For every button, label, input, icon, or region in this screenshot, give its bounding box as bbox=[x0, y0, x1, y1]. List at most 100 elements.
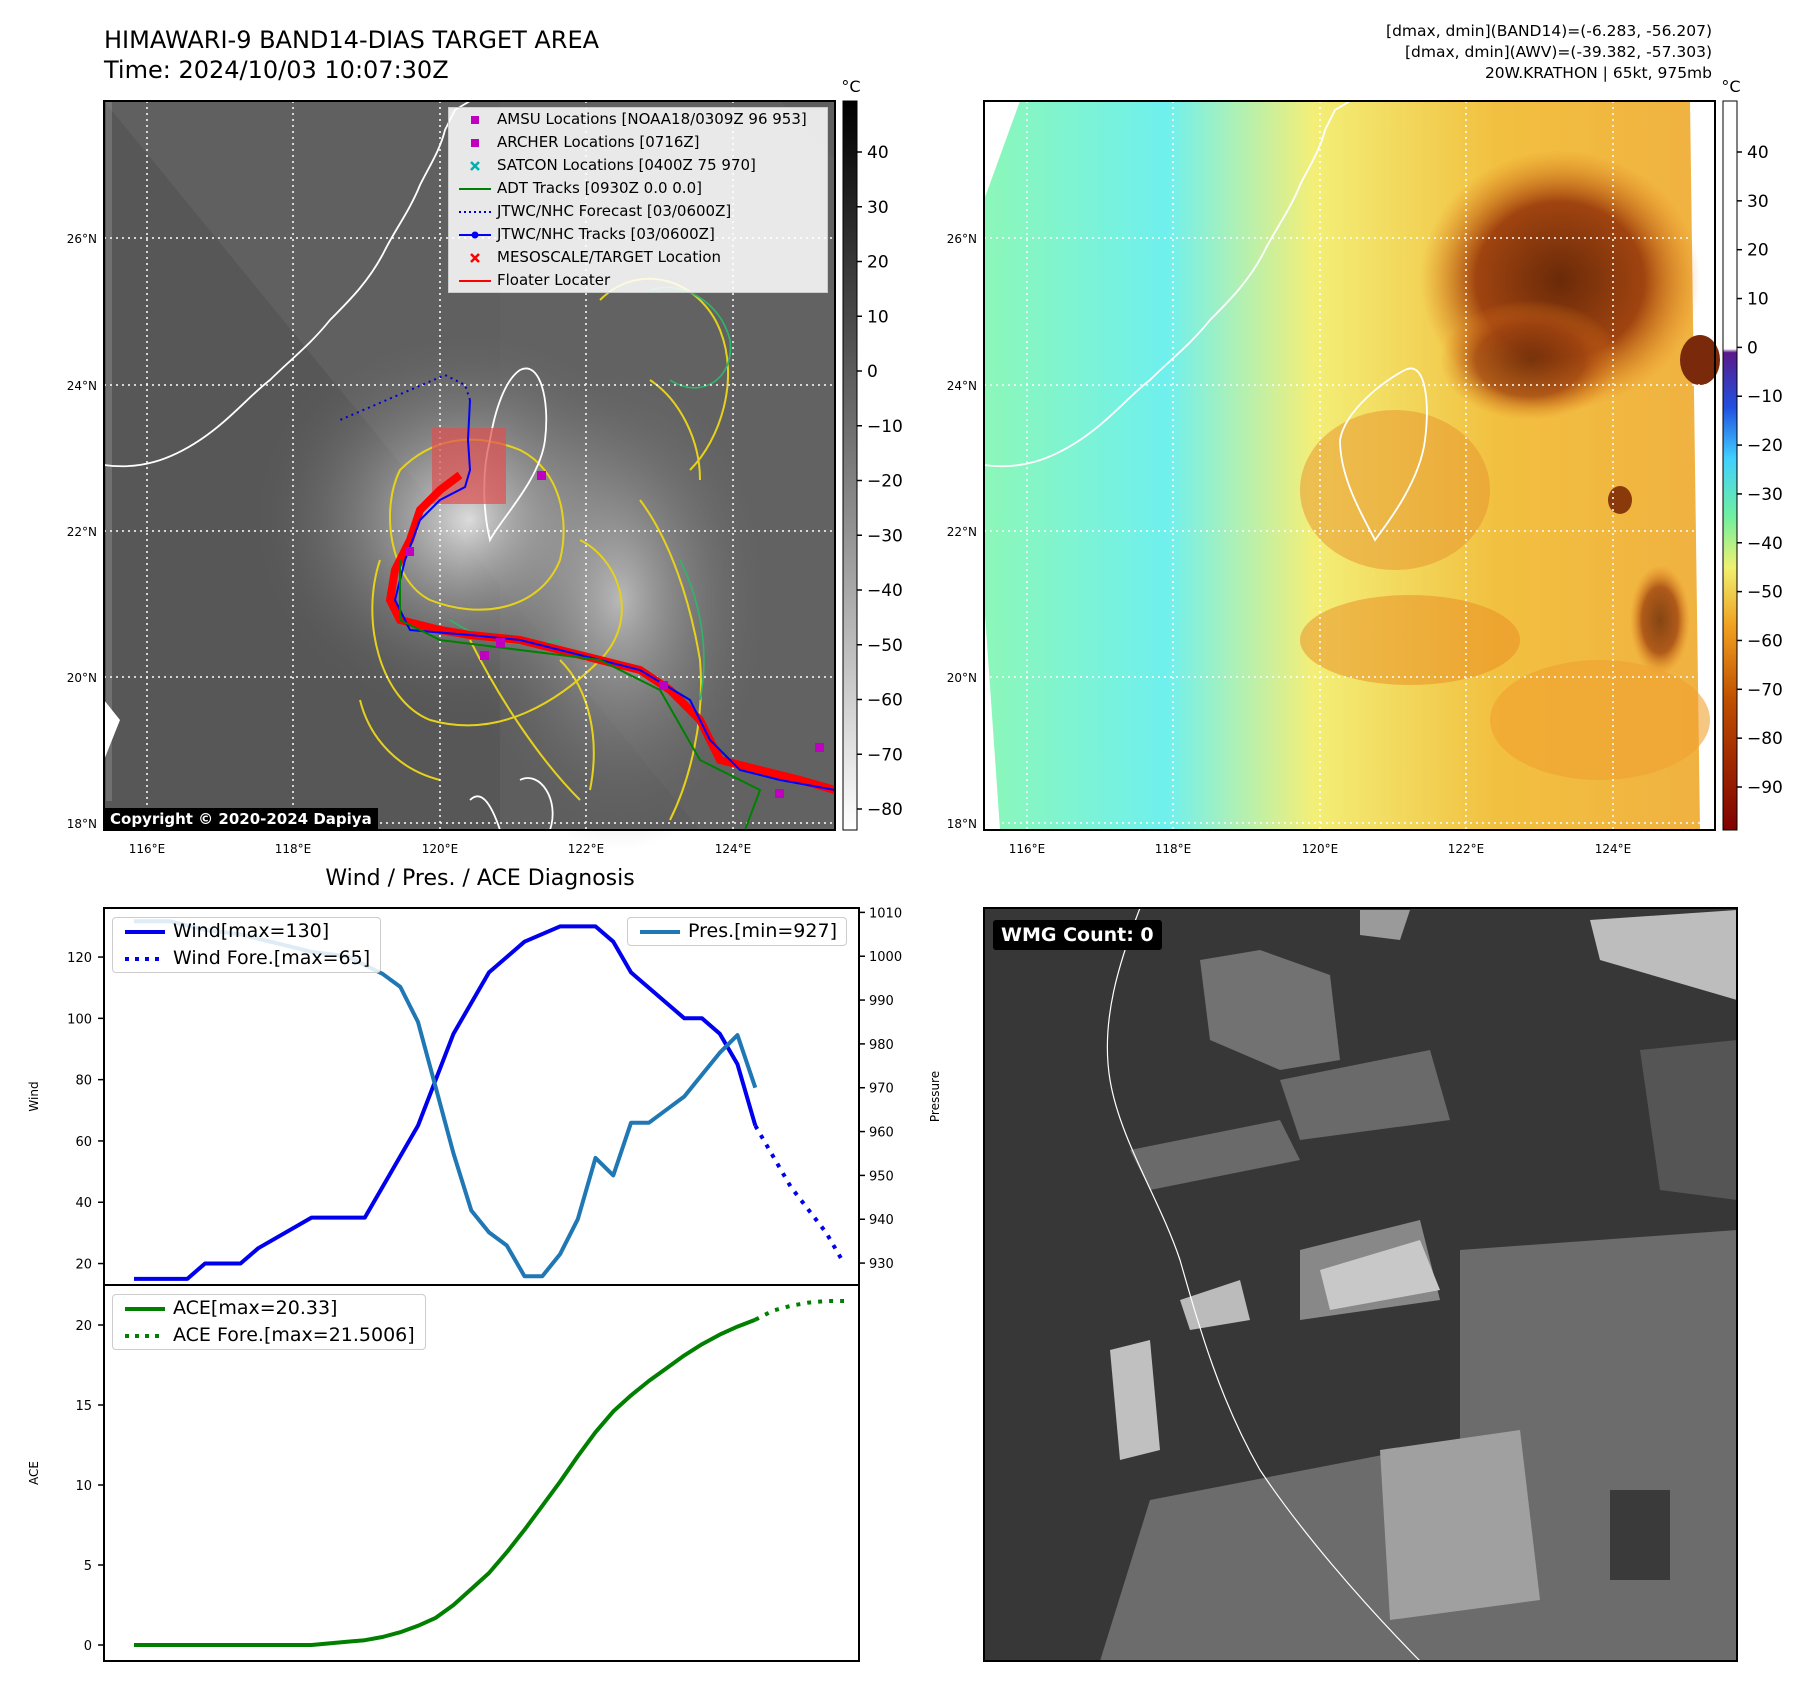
amsu-markers bbox=[405, 471, 824, 798]
map-legend: AMSU Locations [NOAA18/0309Z 96 953] ARCH… bbox=[448, 107, 828, 293]
adt-track bbox=[399, 560, 762, 831]
colorbar-tick-label: −10 bbox=[1747, 387, 1783, 407]
jtwc-forecast-track bbox=[339, 373, 471, 421]
map-legend-item: AMSU Locations [NOAA18/0309Z 96 953] bbox=[449, 108, 827, 131]
colorbar-tick-label: −50 bbox=[1747, 583, 1783, 603]
colorbar-tick-label: 40 bbox=[867, 143, 889, 163]
y-tick-label: 10 bbox=[75, 1479, 92, 1494]
diagnosis-title: Wind / Pres. / ACE Diagnosis bbox=[325, 866, 634, 891]
ace-legend: ACE[max=20.33] ACE Fore.[max=21.5006] bbox=[112, 1294, 426, 1350]
colorbar-tick-label: −20 bbox=[867, 472, 903, 492]
lon-tick-label: 118°E bbox=[1155, 842, 1192, 856]
map-legend-label: ARCHER Locations [0716Z] bbox=[497, 133, 700, 151]
ace-chart: 0 5 10 15 20 ACE bbox=[27, 1299, 844, 1654]
lon-tick-label: 120°E bbox=[422, 842, 459, 856]
wind-pressure-chart: 20 40 60 80 100 120 930 940 950 960 970 980 990 1000 1… bbox=[27, 906, 942, 1281]
lon-tick-label: 120°E bbox=[1302, 842, 1339, 856]
lon-tick-label: 124°E bbox=[715, 842, 752, 856]
storm-info: 20W.KRATHON | 65kt, 975mb bbox=[1484, 64, 1712, 82]
map-legend-item: Floater Locater bbox=[449, 269, 827, 292]
colorbar-tick-label: 0 bbox=[1747, 338, 1758, 358]
colorbar-tick-label: −20 bbox=[1747, 436, 1783, 456]
map-legend-item: JTWC/NHC Tracks [03/0600Z] bbox=[449, 223, 827, 246]
colorbar-tick-label: 40 bbox=[1747, 143, 1769, 163]
map-legend-item: SATCON Locations [0400Z 75 970] bbox=[449, 154, 827, 177]
map-legend-label: JTWC/NHC Forecast [03/0600Z] bbox=[497, 202, 732, 220]
y-tick-label: 20 bbox=[75, 1258, 92, 1273]
series-line bbox=[753, 1124, 846, 1265]
series-line bbox=[134, 1317, 757, 1647]
pressure-legend: Pres.[min=927] bbox=[627, 917, 847, 946]
lat-tick-label: 20°N bbox=[67, 671, 97, 685]
y2-tick-label: 970 bbox=[869, 1082, 894, 1097]
map-legend-symbol bbox=[471, 139, 479, 147]
map-legend-label: AMSU Locations [NOAA18/0309Z 96 953] bbox=[497, 110, 807, 128]
y-axis-label: ACE bbox=[27, 1461, 41, 1485]
band14-range-info: [dmax, dmin](BAND14)=(-6.283, -56.207) bbox=[1386, 22, 1712, 40]
lon-tick-label: 118°E bbox=[275, 842, 312, 856]
colorbar-tick-label: 0 bbox=[867, 362, 878, 382]
jtwc-track bbox=[393, 399, 836, 791]
map-legend-item: JTWC/NHC Forecast [03/0600Z] bbox=[449, 200, 827, 223]
coastline-right bbox=[983, 100, 1428, 542]
ace-legend-label: ACE[max=20.33] bbox=[173, 1297, 338, 1319]
y-tick-label: 80 bbox=[75, 1074, 92, 1089]
color-map-panel bbox=[983, 100, 1720, 830]
colorbar-unit-label: °C bbox=[841, 77, 860, 96]
colorbar-tick-label: −60 bbox=[1747, 631, 1783, 651]
ir-colorbar bbox=[842, 100, 858, 831]
lon-tick-label: 124°E bbox=[1595, 842, 1632, 856]
map-legend-symbol bbox=[471, 116, 479, 124]
wmg-count-badge: WMG Count: 0 bbox=[993, 920, 1162, 950]
lat-tick-label: 24°N bbox=[947, 379, 977, 393]
color-colorbar bbox=[1722, 100, 1738, 831]
wmg-panel bbox=[984, 907, 1737, 1662]
colorbar-tick-label: −30 bbox=[867, 526, 903, 546]
y-tick-label: 15 bbox=[75, 1399, 92, 1414]
pressure-legend-label: Pres.[min=927] bbox=[688, 920, 837, 942]
wind-forecast-legend-label: Wind Fore.[max=65] bbox=[173, 947, 371, 969]
colorbar-tick-label: −50 bbox=[867, 636, 903, 656]
lon-tick-label: 116°E bbox=[129, 842, 166, 856]
lat-tick-label: 22°N bbox=[947, 525, 977, 539]
lat-tick-label: 18°N bbox=[947, 817, 977, 831]
figure-title: HIMAWARI-9 BAND14-DIAS TARGET AREA bbox=[104, 26, 600, 54]
y-tick-label: 60 bbox=[75, 1135, 92, 1150]
y2-axis-label: Pressure bbox=[928, 1071, 942, 1122]
copyright-badge: Copyright © 2020-2024 Dapiya bbox=[104, 808, 378, 830]
map-legend-symbol bbox=[459, 231, 491, 239]
map-legend-label: ADT Tracks [0930Z 0.0 0.0] bbox=[497, 179, 702, 197]
map-legend-symbol bbox=[459, 188, 491, 190]
y-tick-label: 100 bbox=[67, 1012, 92, 1027]
colorbar-tick-label: 10 bbox=[1747, 290, 1769, 310]
map-legend-label: SATCON Locations [0400Z 75 970] bbox=[497, 156, 756, 174]
map-legend-label: JTWC/NHC Tracks [03/0600Z] bbox=[497, 225, 715, 243]
y2-tick-label: 960 bbox=[869, 1126, 894, 1141]
colorbar-tick-label: −10 bbox=[867, 417, 903, 437]
colorbar-tick-label: 20 bbox=[867, 253, 889, 273]
y-axis-label: Wind bbox=[27, 1081, 41, 1111]
y-tick-label: 120 bbox=[67, 951, 92, 966]
colorbar-unit-label: °C bbox=[1721, 77, 1740, 96]
lon-tick-label: 122°E bbox=[1448, 842, 1485, 856]
y-tick-label: 40 bbox=[75, 1196, 92, 1211]
series-line bbox=[134, 919, 758, 1279]
colorbar-tick-label: −70 bbox=[867, 745, 903, 765]
y2-tick-label: 980 bbox=[869, 1038, 894, 1053]
lon-tick-label: 122°E bbox=[568, 842, 605, 856]
colorbar-tick-label: 30 bbox=[867, 198, 889, 218]
map-legend-symbol bbox=[470, 161, 480, 171]
colorbar-tick-label: −40 bbox=[1747, 534, 1783, 554]
y2-tick-label: 1010 bbox=[869, 906, 902, 921]
lat-tick-label: 26°N bbox=[67, 232, 97, 246]
coastline bbox=[103, 100, 554, 831]
colorbar-tick-label: −40 bbox=[867, 581, 903, 601]
lat-tick-label: 20°N bbox=[947, 671, 977, 685]
colorbar-tick-label: −30 bbox=[1747, 485, 1783, 505]
lat-tick-label: 18°N bbox=[67, 817, 97, 831]
colorbar-tick-label: 10 bbox=[867, 307, 889, 327]
figure-time: Time: 2024/10/03 10:07:30Z bbox=[104, 56, 449, 84]
map-legend-item: ARCHER Locations [0716Z] bbox=[449, 131, 827, 154]
colorbar-tick-label: 20 bbox=[1747, 241, 1769, 261]
